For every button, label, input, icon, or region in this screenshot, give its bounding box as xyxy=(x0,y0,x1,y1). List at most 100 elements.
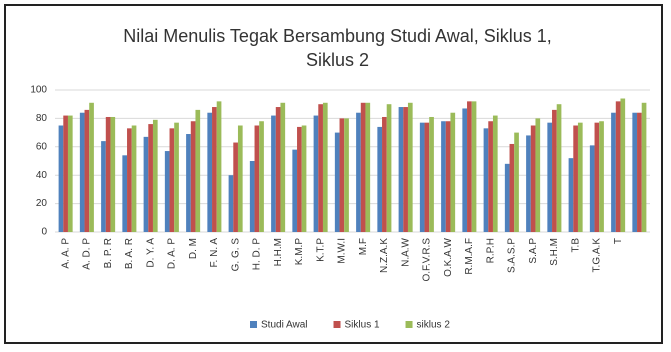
bar xyxy=(483,128,489,232)
bar xyxy=(152,119,158,232)
legend-swatch xyxy=(405,321,413,328)
bar xyxy=(63,115,68,232)
bar xyxy=(271,115,276,232)
bar xyxy=(334,132,340,232)
x-tick-label: S.A.P xyxy=(528,238,539,264)
bar xyxy=(386,104,392,232)
bar xyxy=(377,126,383,232)
bar xyxy=(228,175,234,232)
bar xyxy=(174,122,179,232)
bar xyxy=(292,149,298,232)
bar xyxy=(275,107,281,232)
x-tick-label: B. P. R xyxy=(103,238,114,268)
bar xyxy=(632,112,638,232)
bar xyxy=(419,122,425,232)
bar xyxy=(233,142,238,232)
bar xyxy=(641,102,647,232)
bar xyxy=(450,112,456,232)
bar xyxy=(441,121,446,232)
bar xyxy=(589,145,595,232)
bar xyxy=(365,102,371,232)
bar xyxy=(186,134,191,232)
x-tick-label: T.G.A.K xyxy=(592,238,603,273)
bar xyxy=(164,151,170,232)
bar xyxy=(462,108,468,232)
bar xyxy=(89,102,94,232)
x-tick-label: M.W.I xyxy=(337,238,348,264)
x-tick-label: O.K.A.W xyxy=(443,237,454,276)
bar xyxy=(504,163,510,232)
x-tick-label: H.H.M xyxy=(273,238,284,266)
bar xyxy=(424,122,430,232)
bar xyxy=(212,107,217,232)
bar xyxy=(122,155,128,232)
bar xyxy=(301,125,307,232)
bar xyxy=(556,104,562,232)
x-tick-label: S.H.M xyxy=(549,238,560,266)
bar xyxy=(467,101,472,232)
legend-label: siklus 2 xyxy=(417,320,451,331)
bar xyxy=(280,102,286,232)
bar xyxy=(488,121,493,232)
bar xyxy=(429,116,434,232)
x-tick-label: K.T.P xyxy=(315,238,326,262)
bar xyxy=(254,125,260,232)
bar xyxy=(552,109,557,232)
x-tick-label: R.M.A.F xyxy=(464,238,475,275)
bar xyxy=(84,109,90,232)
bar xyxy=(339,118,345,232)
bar xyxy=(216,101,222,232)
bar xyxy=(143,136,149,232)
bar xyxy=(611,112,616,232)
y-tick-label: 100 xyxy=(30,85,47,96)
y-tick-label: 60 xyxy=(36,141,48,152)
x-tick-label: B. A. R xyxy=(124,238,135,269)
x-tick-label: S.A.S.P xyxy=(507,238,518,273)
bar xyxy=(249,161,255,232)
bar xyxy=(237,125,243,232)
bar xyxy=(67,115,73,232)
bar xyxy=(58,125,64,232)
bar xyxy=(407,102,413,232)
bar xyxy=(568,158,574,232)
chart-frame xyxy=(4,4,663,344)
bar xyxy=(169,128,175,232)
bar xyxy=(148,124,153,232)
x-tick-label: A. D. P xyxy=(82,238,93,270)
x-tick-label: T.B xyxy=(570,238,581,253)
bar xyxy=(318,104,323,232)
y-tick-label: 0 xyxy=(41,227,47,238)
x-tick-label: A. A. P xyxy=(60,238,71,269)
x-tick-label: D. A. P xyxy=(167,238,178,269)
x-tick-label: G. G. S xyxy=(230,238,241,272)
bar xyxy=(360,102,366,232)
bar xyxy=(398,107,404,232)
x-tick-label: D. M xyxy=(188,238,199,259)
legend-swatch xyxy=(333,321,341,328)
bar xyxy=(594,122,600,232)
x-tick-label: T xyxy=(613,238,624,244)
bar xyxy=(131,125,137,232)
bar xyxy=(577,122,583,232)
bar xyxy=(547,122,553,232)
bar xyxy=(190,121,196,232)
bar xyxy=(509,143,515,232)
bar xyxy=(127,128,132,232)
bar xyxy=(195,109,201,232)
bar xyxy=(207,112,213,232)
bar xyxy=(526,135,531,232)
legend-label: Siklus 1 xyxy=(345,320,380,331)
bar xyxy=(105,116,111,232)
bar xyxy=(573,125,578,232)
x-tick-label: M.F xyxy=(358,238,369,255)
bar xyxy=(615,101,621,232)
chart-title: Nilai Menulis Tegak Bersambung Studi Awa… xyxy=(123,26,552,70)
bar xyxy=(297,126,302,232)
bar xyxy=(535,118,541,232)
bar xyxy=(101,141,106,232)
bar xyxy=(382,116,387,232)
y-tick-label: 80 xyxy=(36,113,48,124)
bar xyxy=(322,102,328,232)
bar xyxy=(403,107,408,232)
